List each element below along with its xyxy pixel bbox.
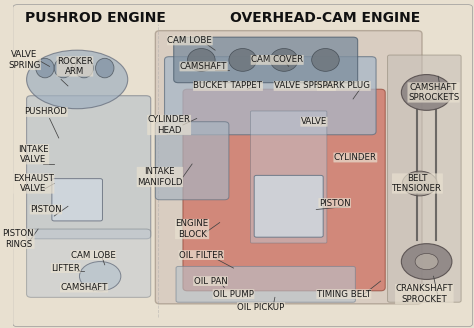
- Text: EXHAUST
VALVE: EXHAUST VALVE: [13, 174, 54, 193]
- Text: OIL FILTER: OIL FILTER: [179, 251, 224, 259]
- Ellipse shape: [36, 58, 54, 78]
- FancyBboxPatch shape: [254, 175, 323, 237]
- Text: INTAKE
VALVE: INTAKE VALVE: [18, 145, 49, 164]
- Text: CAM COVER: CAM COVER: [251, 55, 303, 64]
- Text: LIFTER: LIFTER: [51, 264, 80, 273]
- Text: CAMSHAFT: CAMSHAFT: [60, 283, 108, 292]
- FancyBboxPatch shape: [251, 111, 327, 243]
- Circle shape: [415, 84, 438, 101]
- Text: PISTON: PISTON: [30, 205, 62, 214]
- Ellipse shape: [188, 49, 215, 71]
- FancyBboxPatch shape: [27, 96, 151, 239]
- FancyBboxPatch shape: [176, 266, 356, 302]
- Circle shape: [401, 74, 452, 110]
- Ellipse shape: [75, 58, 93, 78]
- FancyBboxPatch shape: [174, 37, 358, 83]
- Text: PISTON: PISTON: [319, 198, 350, 208]
- Text: VALVE: VALVE: [301, 117, 327, 126]
- Text: CRANKSHAFT
SPROCKET: CRANKSHAFT SPROCKET: [395, 284, 453, 304]
- Text: OVERHEAD-CAM ENGINE: OVERHEAD-CAM ENGINE: [230, 11, 420, 25]
- FancyBboxPatch shape: [155, 122, 229, 200]
- FancyBboxPatch shape: [183, 89, 385, 291]
- FancyBboxPatch shape: [13, 5, 473, 327]
- Text: CAMSHAFT: CAMSHAFT: [180, 62, 228, 71]
- Text: CYLINDER
HEAD: CYLINDER HEAD: [147, 115, 191, 135]
- Text: ROCKER
ARM: ROCKER ARM: [57, 57, 93, 76]
- Text: ENGINE
BLOCK: ENGINE BLOCK: [175, 219, 209, 239]
- Text: TIMING BELT: TIMING BELT: [317, 290, 371, 298]
- Text: OIL PICKUP: OIL PICKUP: [237, 303, 285, 312]
- Text: CAMSHAFT
SPROCKETS: CAMSHAFT SPROCKETS: [408, 83, 459, 102]
- Ellipse shape: [312, 49, 339, 71]
- Ellipse shape: [229, 49, 256, 71]
- Text: BELT
TENSIONER: BELT TENSIONER: [392, 174, 442, 193]
- Text: INTAKE
MANIFOLD: INTAKE MANIFOLD: [137, 167, 182, 187]
- Circle shape: [415, 254, 438, 270]
- Text: BUCKET TAPPET: BUCKET TAPPET: [193, 81, 263, 91]
- Text: CAM LOBE: CAM LOBE: [167, 36, 212, 45]
- Text: OIL PUMP: OIL PUMP: [213, 290, 254, 298]
- Circle shape: [80, 261, 121, 291]
- Text: PUSHROD ENGINE: PUSHROD ENGINE: [25, 11, 166, 25]
- Circle shape: [402, 171, 437, 196]
- FancyBboxPatch shape: [164, 57, 376, 135]
- Text: PUSHROD: PUSHROD: [25, 108, 67, 116]
- FancyBboxPatch shape: [27, 229, 151, 297]
- Text: SPARK PLUG: SPARK PLUG: [318, 81, 370, 91]
- Text: OIL PAN: OIL PAN: [194, 277, 228, 286]
- Circle shape: [401, 244, 452, 279]
- Ellipse shape: [54, 58, 73, 78]
- Text: VALVE
SPRING: VALVE SPRING: [8, 50, 40, 70]
- Text: VALVE SPRING: VALVE SPRING: [274, 81, 336, 91]
- FancyBboxPatch shape: [388, 55, 461, 302]
- Ellipse shape: [96, 58, 114, 78]
- FancyBboxPatch shape: [155, 31, 422, 304]
- Ellipse shape: [27, 50, 128, 109]
- Ellipse shape: [270, 49, 298, 71]
- Text: CYLINDER: CYLINDER: [334, 153, 377, 162]
- Text: CAM LOBE: CAM LOBE: [71, 251, 116, 259]
- FancyBboxPatch shape: [52, 179, 102, 221]
- Text: PISTON
RINGS: PISTON RINGS: [2, 229, 34, 249]
